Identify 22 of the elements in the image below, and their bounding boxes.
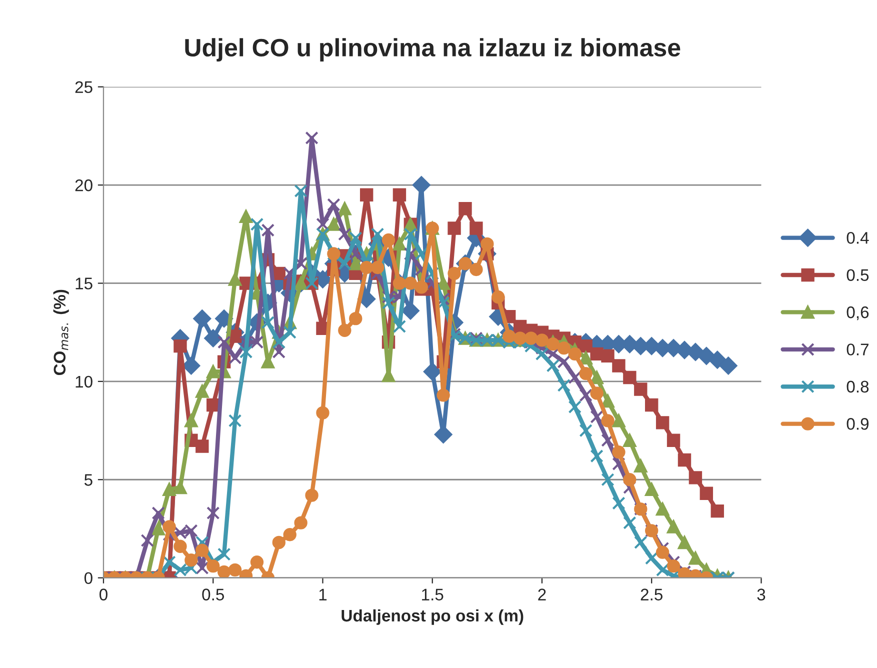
chart-title: Udjel CO u plinovima na izlazu iz biomase	[185, 38, 680, 62]
legend-label: 0.4	[846, 232, 869, 244]
y-tick-label: 0	[84, 572, 92, 584]
legend-label: 0.5	[846, 269, 869, 281]
x-tick-label: 2	[538, 588, 546, 600]
legend-label: 0.8	[846, 380, 869, 393]
x-tick-label: 0	[100, 588, 108, 600]
y-tick-label: 10	[76, 376, 92, 388]
x-tick-label: 1	[319, 588, 327, 600]
y-tick-label: 5	[84, 474, 92, 486]
x-tick-label: 1.5	[422, 588, 444, 600]
y-tick-label: 25	[75, 81, 92, 94]
legend-label: 0.9	[846, 418, 869, 430]
y-axis-title: CO$_{mas.}$ (%)	[53, 290, 69, 376]
x-axis-title: Udaljenost po osi x (m)	[342, 609, 524, 625]
x-tick-label: 0.5	[202, 588, 224, 600]
y-tick-label: 15	[76, 278, 92, 290]
x-tick-label: 3	[757, 588, 766, 600]
x-tick-label: 2.5	[640, 588, 662, 600]
legend-label: 0.7	[846, 344, 868, 356]
legend-label: 0,6	[846, 306, 869, 320]
y-tick-label: 20	[75, 179, 92, 192]
